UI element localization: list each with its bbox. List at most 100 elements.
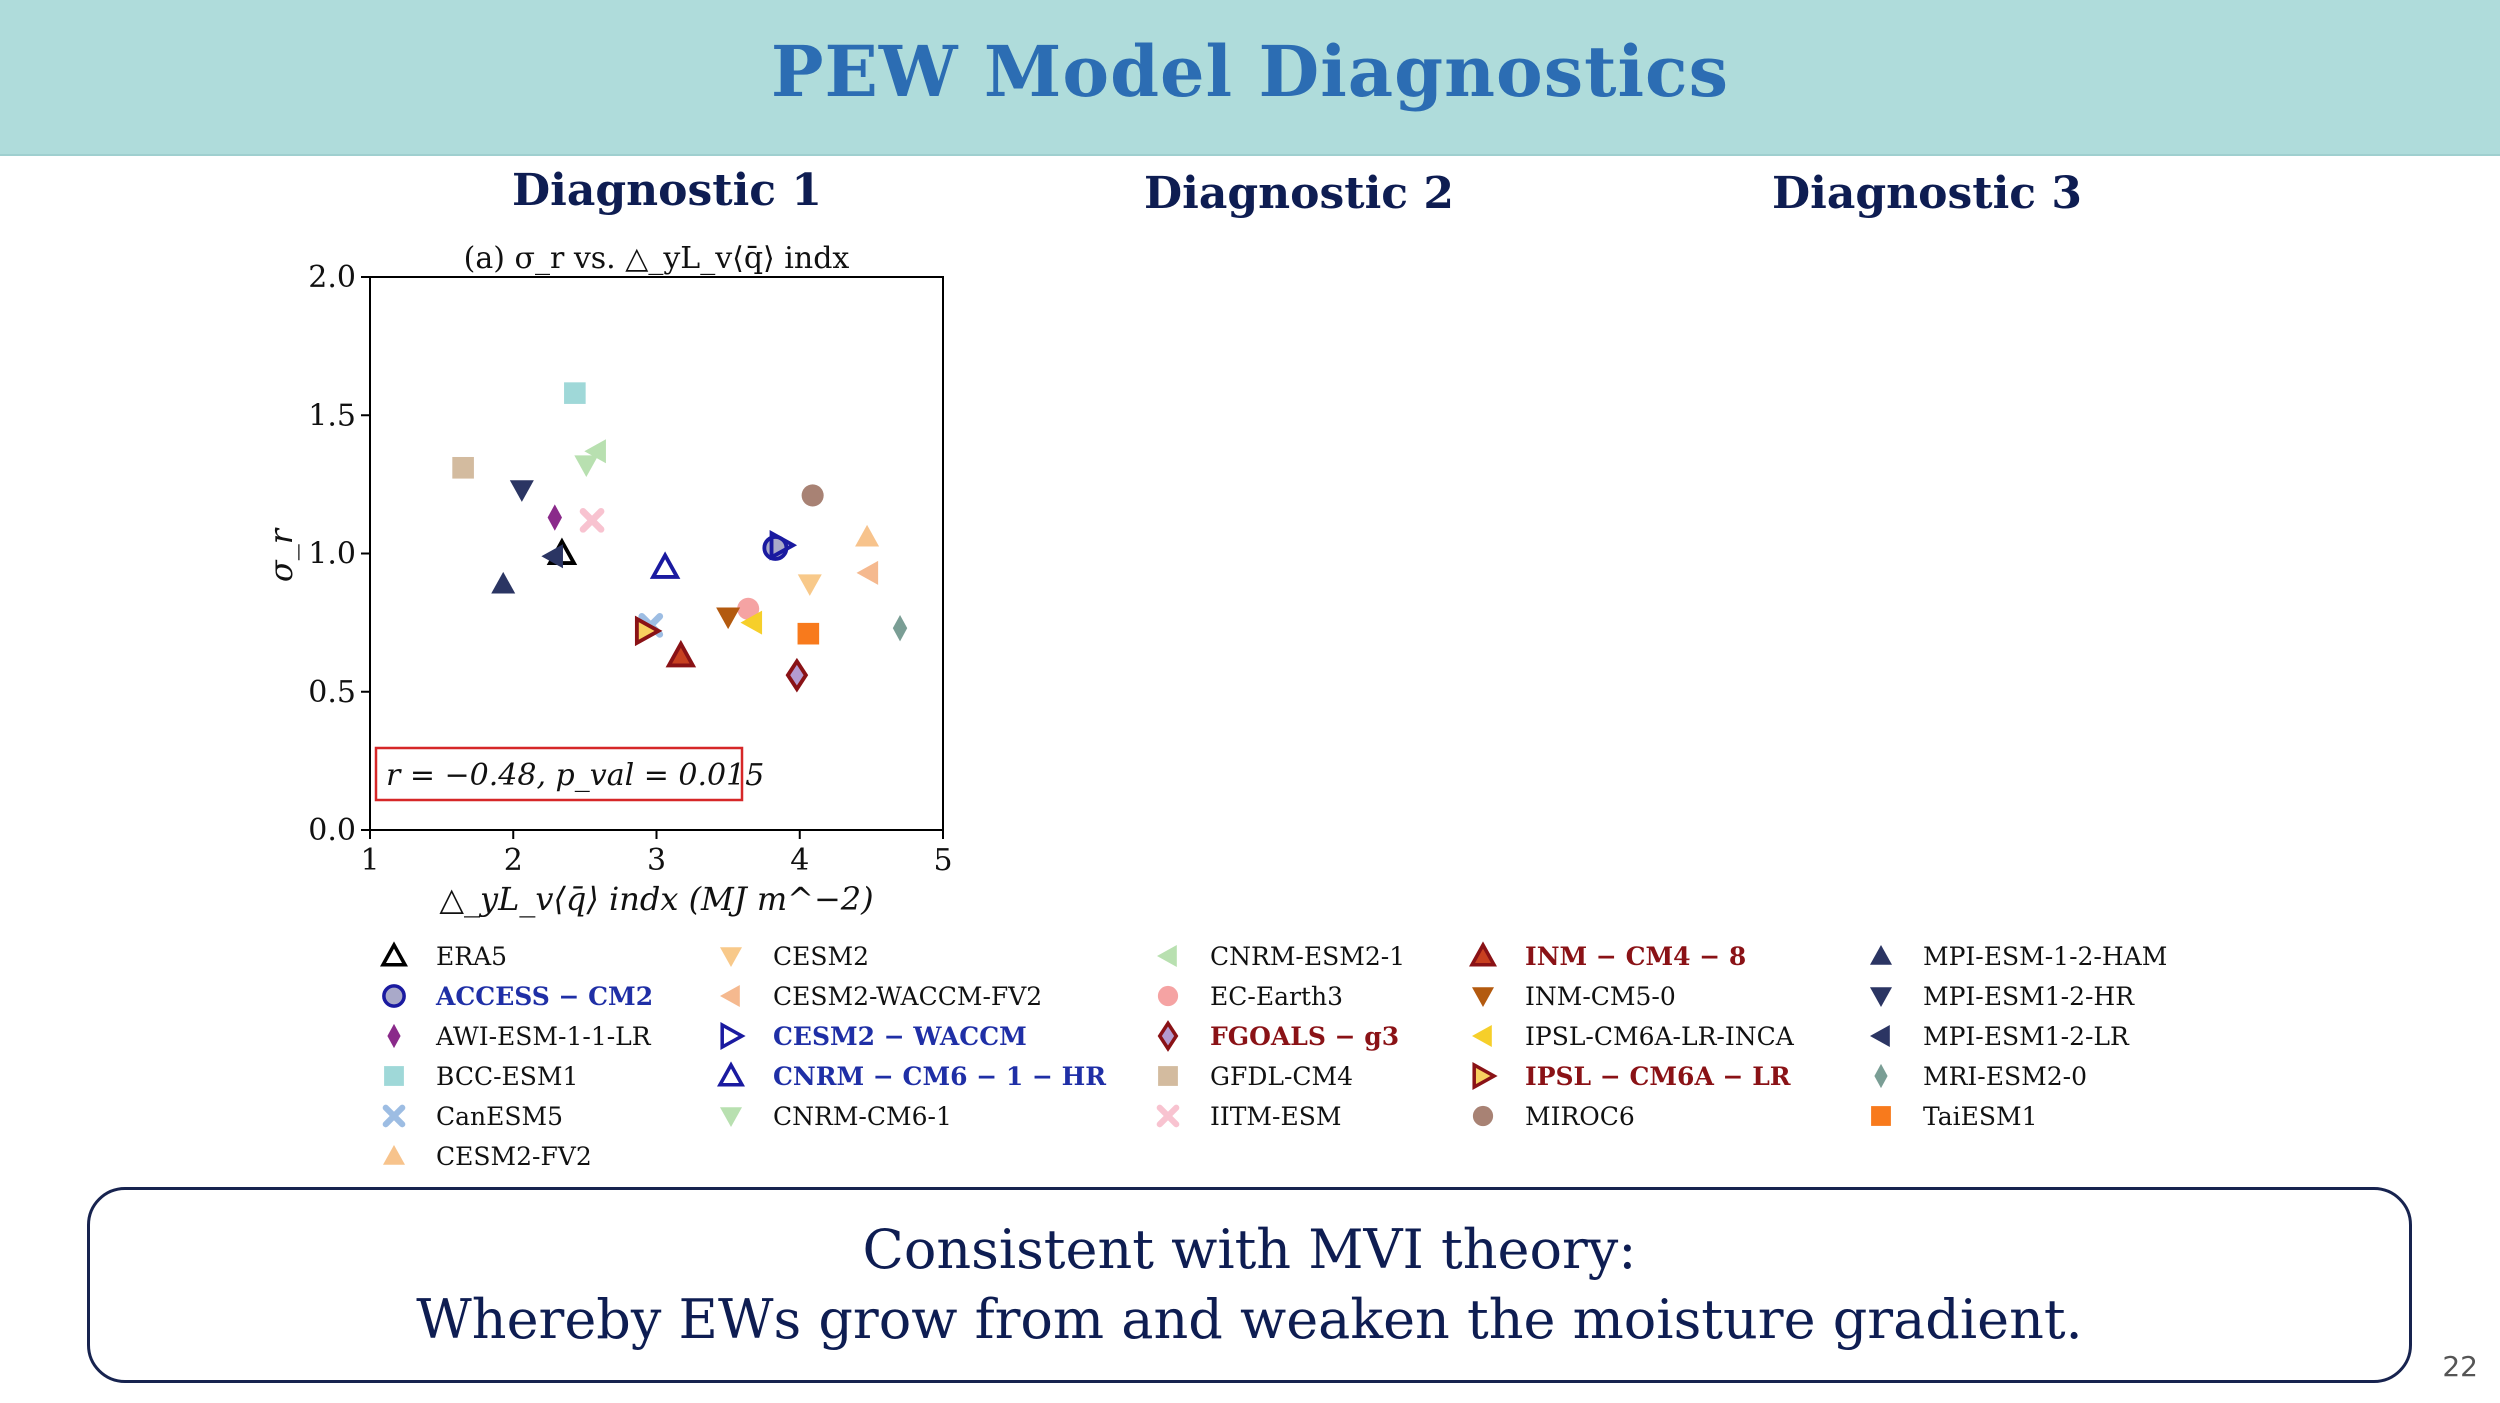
data-point: [785, 657, 809, 693]
legend-item: MRI-ESM2-0: [1863, 1056, 2087, 1096]
data-point: [797, 574, 822, 596]
legend-item: ERA5: [376, 936, 507, 976]
conclusion-line-2: Whereby EWs grow from and weaken the moi…: [416, 1288, 2083, 1351]
legend-marker-icon: [1157, 985, 1179, 1007]
legend-item: MPI-ESM1-2-HR: [1863, 976, 2134, 1016]
legend-item: CESM2-FV2: [376, 1136, 592, 1176]
data-point: [491, 571, 516, 594]
x-tick-label: 3: [647, 843, 666, 878]
legend-item: FGOALS − g3: [1150, 1016, 1399, 1056]
legend-marker: [1157, 985, 1179, 1007]
legend-item: INM − CM4 − 8: [1465, 936, 1746, 976]
legend-marker-icon: [382, 1104, 406, 1128]
legend-marker-icon: [1472, 987, 1494, 1007]
legend-marker-icon: [1157, 1020, 1179, 1052]
legend-marker-icon: [1472, 1025, 1492, 1047]
legend-item: IITM-ESM: [1150, 1096, 1341, 1136]
legend-marker: [1870, 945, 1892, 965]
legend-marker: [1870, 1025, 1890, 1047]
x-tick-label: 2: [504, 843, 523, 878]
legend-marker-icon: [720, 947, 742, 967]
legend-marker: [1874, 1063, 1888, 1089]
legend-marker: [720, 985, 740, 1007]
legend-marker: [720, 947, 742, 967]
data-point: [634, 615, 663, 647]
legend-item: CNRM-ESM2-1: [1150, 936, 1405, 976]
legend-label: IITM-ESM: [1210, 1101, 1342, 1131]
data-point: [892, 614, 908, 642]
data-point: [740, 610, 763, 635]
data-point: [509, 480, 534, 502]
legend-marker-icon: [1157, 945, 1177, 967]
data-point: [574, 455, 599, 478]
data-point: [855, 524, 880, 547]
legend-item: GFDL-CM4: [1150, 1056, 1353, 1096]
legend-marker: [1472, 987, 1494, 1007]
legend-label: BCC-ESM1: [436, 1061, 579, 1091]
legend-label: MRI-ESM2-0: [1923, 1061, 2087, 1091]
legend-item: CNRM − CM6 − 1 − HR: [713, 1056, 1106, 1096]
legend-label: CNRM-CM6-1: [773, 1101, 952, 1131]
legend-marker: [382, 1104, 406, 1128]
legend-marker-icon: [720, 985, 740, 1007]
legend-label: CESM2 − WACCM: [773, 1021, 1027, 1051]
page-number: 22: [2442, 1350, 2478, 1383]
y-tick-label: 0.0: [308, 813, 356, 848]
legend-item: CanESM5: [376, 1096, 563, 1136]
data-point: [801, 484, 824, 507]
legend-item: MPI-ESM-1-2-HAM: [1863, 936, 2167, 976]
legend-marker: [1157, 1020, 1179, 1052]
legend-label: ACCESS − CM2: [436, 981, 654, 1011]
legend-item: CESM2-WACCM-FV2: [713, 976, 1042, 1016]
legend-item: ACCESS − CM2: [376, 976, 653, 1016]
legend-item: TaiESM1: [1863, 1096, 2038, 1136]
diagnostic-3-title: Diagnostic 3: [1772, 168, 2083, 219]
legend-marker: [717, 1061, 745, 1087]
legend-label: INM-CM5-0: [1525, 981, 1676, 1011]
legend-label: MPI-ESM1-2-LR: [1923, 1021, 2129, 1051]
scatter-chart: (a) σ_r vs. △_yL_v⟨q̄⟩ indx 1 2 3 4 5 0.0 0.5 1.…: [262, 241, 953, 918]
legend-label: CESM2-FV2: [436, 1141, 592, 1171]
legend-item: IPSL − CM6A − LR: [1465, 1056, 1791, 1096]
diagnostic-1-title: Diagnostic 1: [512, 165, 823, 216]
data-point: [797, 622, 820, 645]
legend-item: CESM2 − WACCM: [713, 1016, 1027, 1056]
legend-marker: [1472, 1062, 1498, 1090]
legend-marker: [1156, 1104, 1180, 1128]
data-point: [547, 504, 562, 531]
legend-item: AWI-ESM-1-1-LR: [376, 1016, 651, 1056]
legend-marker: [1158, 1066, 1178, 1086]
legend-label: IPSL-CM6A-LR-INCA: [1525, 1021, 1794, 1051]
y-tick-label: 2.0: [308, 260, 356, 295]
legend-marker-icon: [1472, 1062, 1498, 1090]
legend-marker: [384, 1066, 404, 1086]
legend-marker-icon: [720, 1107, 742, 1127]
legend-label: IPSL − CM6A − LR: [1525, 1061, 1791, 1091]
legend-item: EC-Earth3: [1150, 976, 1343, 1016]
legend-label: INM − CM4 − 8: [1525, 941, 1747, 971]
legend-marker-icon: [1469, 941, 1497, 967]
data-point: [737, 597, 760, 620]
correlation-annotation: r = −0.48, p_val = 0.015: [386, 758, 764, 793]
legend-marker: [380, 941, 408, 967]
conclusion-line-1: Consistent with MVI theory:: [862, 1218, 1637, 1281]
data-point: [716, 607, 741, 630]
legend-label: ERA5: [436, 941, 508, 971]
x-axis-label: △_yL_v⟨q̄⟩ indx (MJ m^−2): [439, 880, 873, 918]
legend-marker: [1472, 1105, 1494, 1127]
x-tick-label: 1: [360, 843, 379, 878]
legend-label: FGOALS − g3: [1210, 1021, 1400, 1051]
legend-label: AWI-ESM-1-1-LR: [436, 1021, 651, 1051]
legend-marker-icon: [1871, 1106, 1891, 1126]
chart-title: (a) σ_r vs. △_yL_v⟨q̄⟩ indx: [464, 241, 850, 276]
data-point: [665, 639, 697, 668]
legend-marker-icon: [1870, 1025, 1890, 1047]
legend-marker-icon: [384, 1066, 404, 1086]
legend-label: MPI-ESM1-2-HR: [1923, 981, 2135, 1011]
data-point: [564, 382, 586, 404]
slide-header: PEW Model Diagnostics: [0, 0, 2500, 156]
legend-marker: [720, 1107, 742, 1127]
correlation-box: [374, 746, 744, 802]
legend-marker-icon: [1472, 1105, 1494, 1127]
x-tick-label: 5: [933, 843, 952, 878]
